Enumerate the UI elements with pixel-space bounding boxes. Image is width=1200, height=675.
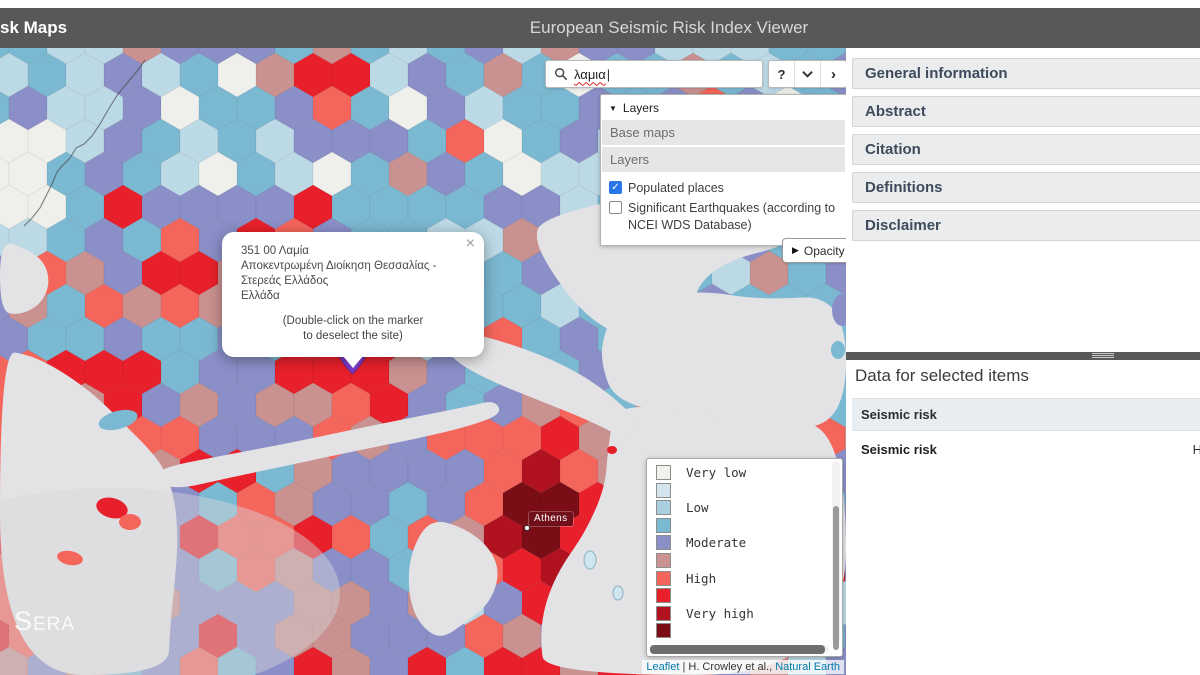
legend-vscroll-track[interactable] bbox=[832, 461, 840, 643]
legend-swatch bbox=[656, 606, 671, 621]
app-window: sk Maps European Seismic Risk Index View… bbox=[0, 0, 1200, 675]
popup-address-line3: Ελλάδα bbox=[241, 289, 465, 304]
top-bar: sk Maps European Seismic Risk Index View… bbox=[0, 8, 1200, 48]
legend-label: Moderate bbox=[686, 535, 746, 550]
search-icon bbox=[554, 67, 568, 81]
legend-swatch bbox=[656, 483, 671, 498]
natural-earth-link[interactable]: Natural Earth bbox=[775, 661, 840, 673]
map-attribution: Leaflet | H. Crowley et al., Natural Ear… bbox=[642, 660, 844, 674]
legend-swatch bbox=[656, 553, 671, 568]
legend-hscroll-track[interactable] bbox=[649, 645, 829, 654]
search-go-button[interactable]: › bbox=[821, 61, 846, 87]
legend-swatch bbox=[656, 623, 671, 638]
app-brand: sk Maps bbox=[0, 8, 67, 48]
sera-watermark: Sera bbox=[14, 606, 75, 637]
accordion-citation[interactable]: Citation bbox=[852, 134, 1200, 165]
info-sidebar: General information Abstract Citation De… bbox=[846, 48, 1200, 675]
risk-legend: Very low Low Moderate High Very high bbox=[646, 458, 843, 657]
base-maps-section[interactable]: Base maps bbox=[602, 120, 845, 145]
accordion-general-information[interactable]: General information bbox=[852, 58, 1200, 89]
site-popup: × 351 00 Λαμία Αποκεντρωμένη Διοίκηση Θε… bbox=[222, 232, 484, 357]
legend-vscroll-thumb[interactable] bbox=[833, 506, 839, 650]
legend-swatch bbox=[656, 500, 671, 515]
layers-panel-header[interactable]: ▼ Layers bbox=[601, 95, 846, 120]
layer-significant-earthquakes[interactable]: Significant Earthquakes (according to NC… bbox=[609, 200, 838, 233]
city-marker-dot[interactable] bbox=[524, 525, 530, 531]
triangle-down-icon: ▼ bbox=[609, 104, 617, 113]
legend-rows: Very low Low Moderate High Very high bbox=[656, 465, 822, 642]
popup-tail bbox=[343, 356, 363, 378]
accordion-abstract[interactable]: Abstract bbox=[852, 96, 1200, 127]
legend-swatch bbox=[656, 465, 671, 480]
help-button[interactable]: ? bbox=[769, 61, 795, 87]
attribution-separator: | bbox=[682, 661, 685, 673]
page-title: European Seismic Risk Index Viewer bbox=[530, 8, 808, 48]
checkbox-checked-icon[interactable]: ✓ bbox=[609, 181, 622, 194]
search-box[interactable]: λαμια| bbox=[545, 60, 763, 88]
popup-address-line1: 351 00 Λαμία bbox=[241, 244, 465, 259]
checkbox-unchecked-icon[interactable] bbox=[609, 201, 622, 214]
search-input[interactable]: λαμια bbox=[574, 67, 606, 82]
legend-swatch bbox=[656, 588, 671, 603]
city-label-athens[interactable]: Athens bbox=[529, 512, 573, 526]
search-toolbar: ? › bbox=[768, 60, 846, 88]
legend-hscroll-thumb[interactable] bbox=[650, 645, 825, 654]
legend-swatch bbox=[656, 518, 671, 533]
map-canvas[interactable]: Sera Athens × 351 00 Λαμία Αποκεντρωμένη… bbox=[0, 48, 846, 675]
legend-label: Very low bbox=[686, 465, 746, 480]
popup-close-icon[interactable]: × bbox=[466, 236, 475, 252]
splitter-grip-icon bbox=[1092, 353, 1114, 359]
panel-splitter[interactable] bbox=[846, 352, 1200, 360]
layer-label: Significant Earthquakes (according to NC… bbox=[628, 200, 838, 233]
legend-swatch bbox=[656, 571, 671, 586]
info-accordion: General information Abstract Citation De… bbox=[852, 58, 1200, 248]
chevron-down-icon bbox=[802, 70, 813, 78]
text-caret: | bbox=[607, 67, 610, 82]
leaflet-link[interactable]: Leaflet bbox=[646, 661, 679, 673]
data-row-value: H bbox=[1193, 439, 1200, 461]
legend-swatch bbox=[656, 535, 671, 550]
attribution-credit: H. Crowley et al., bbox=[688, 661, 772, 673]
data-group-header[interactable]: Seismic risk bbox=[852, 398, 1200, 431]
layer-checkbox-list: ✓ Populated places Significant Earthquak… bbox=[601, 174, 846, 233]
layer-label: Populated places bbox=[628, 180, 724, 196]
accordion-disclaimer[interactable]: Disclaimer bbox=[852, 210, 1200, 241]
layers-section[interactable]: Layers bbox=[602, 147, 845, 172]
layers-panel: ▼ Layers Base maps Layers ✓ Populated pl… bbox=[600, 94, 846, 246]
legend-label: Very high bbox=[686, 606, 754, 621]
popup-address-line2: Αποκεντρωμένη Διοίκηση Θεσσαλίας - Στερε… bbox=[241, 259, 465, 289]
triangle-right-icon: ▶ bbox=[792, 245, 799, 256]
data-row: Seismic risk H bbox=[852, 439, 1200, 461]
legend-label: High bbox=[686, 571, 716, 586]
popup-hint: (Double-click on the marker to deselect … bbox=[241, 314, 465, 344]
data-panel-title: Data for selected items bbox=[855, 366, 1029, 386]
collapse-button[interactable] bbox=[795, 61, 821, 87]
accordion-definitions[interactable]: Definitions bbox=[852, 172, 1200, 203]
opacity-button[interactable]: ▶ Opacity bbox=[782, 238, 846, 263]
layer-populated-places[interactable]: ✓ Populated places bbox=[609, 180, 838, 196]
legend-label: Low bbox=[686, 500, 709, 515]
data-row-label: Seismic risk bbox=[852, 442, 937, 457]
